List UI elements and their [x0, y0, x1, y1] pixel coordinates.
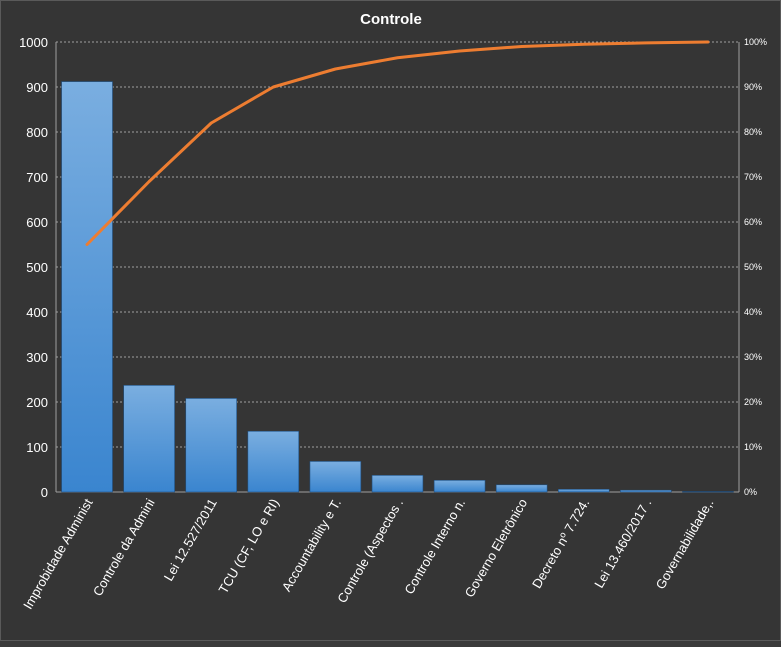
cumulative-line	[85, 40, 710, 246]
bar	[309, 461, 362, 493]
x-tick-label: TCU (CF, LO e RI)	[215, 496, 281, 596]
y2-tick-label: 0%	[744, 487, 757, 497]
cumulative-series-line	[85, 40, 710, 246]
y-tick-label: 0	[41, 485, 48, 500]
line-point	[706, 40, 710, 44]
bar	[495, 484, 548, 493]
y-tick-label: 600	[26, 215, 48, 230]
bar	[433, 479, 486, 493]
bar	[558, 488, 610, 493]
y2-tick-label: 20%	[744, 397, 762, 407]
y-tick-label: 800	[26, 125, 48, 140]
y2-tick-label: 70%	[744, 172, 762, 182]
x-tick-label: Controle (Aspectos .	[334, 496, 406, 606]
line-point	[396, 56, 399, 59]
y2-tick-label: 30%	[744, 352, 762, 362]
bar	[682, 491, 734, 493]
bar	[185, 398, 237, 493]
y2-tick-label: 50%	[744, 262, 762, 272]
y-tick-label: 500	[26, 260, 48, 275]
x-tick-label: Lei 13.460/2017 .	[591, 496, 654, 591]
x-tick-label: Controle Interno n.	[401, 496, 468, 597]
y2-tick-label: 100%	[744, 37, 767, 47]
bar	[620, 489, 672, 493]
bar	[371, 475, 424, 493]
y2-tick-label: 80%	[744, 127, 762, 137]
line-point	[520, 45, 523, 48]
y2-tick-label: 40%	[744, 307, 762, 317]
y2-tick-label: 10%	[744, 442, 762, 452]
bars	[61, 81, 734, 493]
x-tick-label: Controle da Admini	[90, 496, 158, 599]
y2-tick-label: 60%	[744, 217, 762, 227]
line-point	[644, 41, 648, 45]
y-tick-label: 1000	[19, 35, 48, 50]
x-tick-label: Accountability e T.	[279, 496, 344, 594]
y2-tick-label: 90%	[744, 82, 762, 92]
y-tick-label: 200	[26, 395, 48, 410]
x-tick-label: Governo Eletrônico	[462, 496, 531, 600]
bar	[123, 385, 175, 493]
x-tick-label: Improbidade Administ	[20, 496, 96, 612]
bar	[61, 81, 113, 493]
line-point	[272, 85, 275, 89]
y-axis-left: 0 100 200 300 400 500 600 700 800 900 1000	[19, 35, 57, 500]
line-point	[210, 121, 213, 125]
x-tick-label: Governabilidade,.	[653, 496, 717, 592]
x-tick-label: Decreto nº 7.724.	[529, 496, 592, 591]
line-point	[458, 49, 461, 53]
chart-title: Controle	[360, 11, 422, 28]
y-tick-label: 300	[26, 350, 48, 365]
y-tick-label: 900	[26, 80, 48, 95]
bar	[247, 430, 300, 493]
line-point	[334, 67, 337, 71]
y-tick-label: 400	[26, 305, 48, 320]
x-tick-label: Lei 12.527/2011	[161, 496, 220, 583]
y-tick-label: 100	[26, 440, 48, 455]
line-point	[147, 180, 151, 183]
line-point	[85, 243, 89, 246]
y-tick-label: 700	[26, 170, 48, 185]
line-point	[582, 43, 585, 46]
y-axis-right: 0% 10% 20% 30% 40% 50% 60% 70% 80% 90% 100%	[738, 37, 767, 497]
